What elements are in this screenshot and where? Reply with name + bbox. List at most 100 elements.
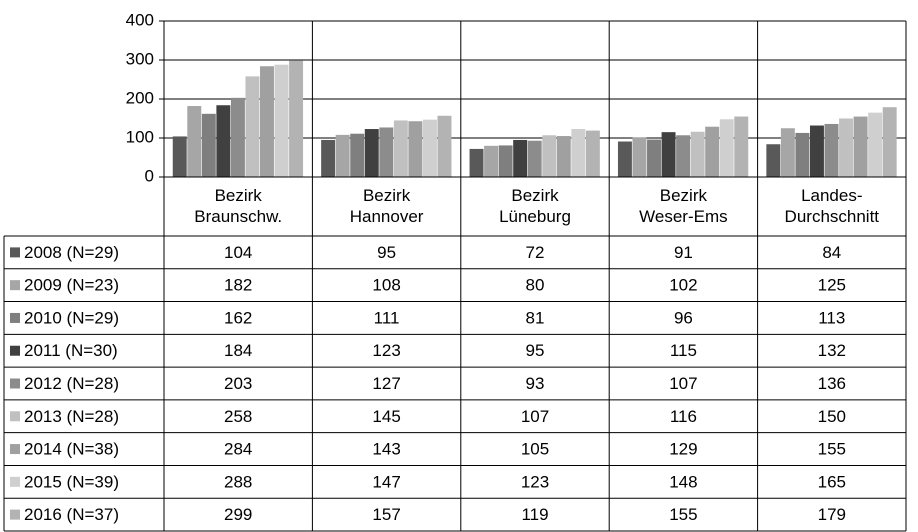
legend-marker bbox=[10, 411, 20, 422]
bar bbox=[705, 126, 720, 177]
bar bbox=[484, 145, 499, 177]
bar bbox=[364, 129, 379, 177]
bar bbox=[289, 60, 304, 177]
table-value: 182 bbox=[224, 276, 252, 295]
bar bbox=[422, 119, 437, 177]
bar bbox=[187, 106, 202, 177]
bar bbox=[513, 139, 528, 177]
table-value: 91 bbox=[674, 243, 693, 262]
table-value: 129 bbox=[669, 440, 697, 459]
bar bbox=[335, 134, 350, 177]
legend-label: 2016 (N=37) bbox=[24, 505, 119, 524]
y-tick-label: 400 bbox=[126, 10, 154, 29]
x-tick-label: Bezirk Weser-Ems bbox=[639, 186, 728, 226]
legend-marker bbox=[10, 444, 20, 455]
bar bbox=[260, 66, 274, 177]
table-value: 123 bbox=[372, 341, 400, 360]
bar bbox=[585, 130, 600, 177]
legend-label: 2009 (N=23) bbox=[24, 276, 119, 295]
bar bbox=[408, 121, 423, 177]
bar bbox=[617, 141, 632, 177]
table-value: 148 bbox=[669, 472, 697, 491]
table-value: 147 bbox=[372, 472, 400, 491]
bar bbox=[690, 131, 705, 177]
table-value: 155 bbox=[669, 505, 697, 524]
y-tick-label: 0 bbox=[145, 166, 154, 185]
legend-marker bbox=[10, 312, 20, 323]
bar bbox=[882, 107, 897, 177]
bar bbox=[719, 119, 734, 177]
bar bbox=[661, 132, 676, 177]
bar bbox=[498, 145, 513, 177]
table-value: 136 bbox=[818, 374, 846, 393]
bar bbox=[274, 64, 289, 177]
table-value: 288 bbox=[224, 472, 252, 491]
legend-marker bbox=[10, 280, 20, 291]
table-value: 107 bbox=[669, 374, 697, 393]
table-value: 95 bbox=[526, 341, 545, 360]
bar bbox=[632, 137, 647, 177]
table-value: 184 bbox=[224, 341, 252, 360]
table-value: 162 bbox=[224, 308, 252, 327]
table-value: 102 bbox=[669, 276, 697, 295]
table-value: 84 bbox=[822, 243, 841, 262]
table-value: 258 bbox=[224, 407, 252, 426]
table-value: 104 bbox=[224, 243, 252, 262]
table-value: 105 bbox=[521, 440, 549, 459]
bar bbox=[839, 118, 854, 177]
table-value: 155 bbox=[818, 440, 846, 459]
bar bbox=[647, 139, 661, 177]
legend-marker bbox=[10, 476, 20, 487]
table-value: 81 bbox=[526, 308, 545, 327]
table-value: 115 bbox=[670, 341, 697, 360]
legend-label: 2015 (N=39) bbox=[24, 472, 119, 491]
bar bbox=[469, 148, 484, 177]
y-tick-label: 100 bbox=[126, 127, 154, 146]
bar bbox=[676, 135, 691, 177]
table-value: 132 bbox=[818, 341, 846, 360]
legend-label: 2013 (N=28) bbox=[24, 407, 119, 426]
table-value: 119 bbox=[521, 505, 548, 524]
table-value: 111 bbox=[374, 308, 400, 327]
table-value: 127 bbox=[372, 374, 400, 393]
table-value: 143 bbox=[372, 440, 400, 459]
table-value: 116 bbox=[670, 407, 697, 426]
bar bbox=[734, 116, 749, 177]
bar bbox=[571, 129, 586, 177]
bar bbox=[780, 128, 795, 177]
bar bbox=[230, 97, 245, 177]
bar bbox=[868, 112, 883, 177]
bar bbox=[201, 113, 216, 177]
bar bbox=[321, 139, 336, 177]
table-value: 108 bbox=[372, 276, 400, 295]
table-value: 179 bbox=[818, 505, 846, 524]
table-value: 284 bbox=[224, 440, 252, 459]
legend-label: 2012 (N=28) bbox=[24, 374, 119, 393]
table-value: 165 bbox=[818, 472, 846, 491]
y-tick-label: 300 bbox=[126, 49, 154, 68]
bar bbox=[527, 140, 542, 177]
x-tick-label: Bezirk Hannover bbox=[349, 186, 424, 226]
bar bbox=[350, 133, 365, 177]
table-value: 150 bbox=[818, 407, 846, 426]
bar bbox=[542, 135, 557, 177]
table-value: 157 bbox=[372, 505, 400, 524]
table-value: 96 bbox=[674, 308, 693, 327]
table-value: 93 bbox=[526, 374, 545, 393]
table-value: 203 bbox=[224, 374, 252, 393]
x-tick-label: Bezirk Lüneburg bbox=[499, 186, 571, 226]
table-value: 299 bbox=[224, 505, 252, 524]
legend-marker bbox=[10, 509, 20, 520]
legend-marker bbox=[10, 345, 20, 356]
legend-label: 2011 (N=30) bbox=[24, 341, 118, 360]
table-value: 113 bbox=[818, 308, 845, 327]
table-value: 107 bbox=[521, 407, 549, 426]
bar bbox=[795, 132, 810, 177]
bar bbox=[809, 125, 824, 177]
bar bbox=[556, 136, 571, 177]
legend-marker bbox=[10, 247, 20, 258]
legend-label: 2008 (N=29) bbox=[24, 243, 119, 262]
bar bbox=[216, 105, 231, 177]
legend-marker bbox=[10, 378, 20, 389]
